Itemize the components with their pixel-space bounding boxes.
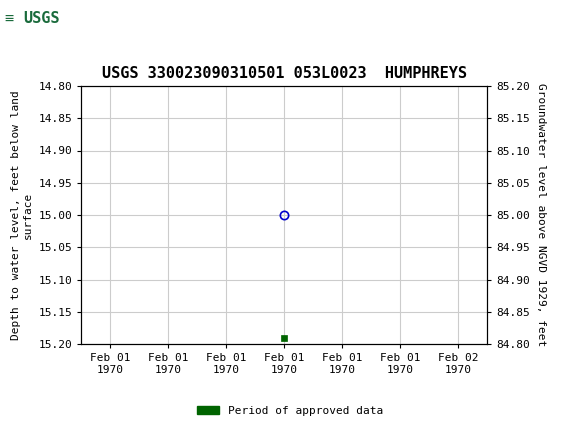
Y-axis label: Groundwater level above NGVD 1929, feet: Groundwater level above NGVD 1929, feet [535,83,546,347]
Bar [3,3,72,34]
Title: USGS 330023090310501 053L0023  HUMPHREYS: USGS 330023090310501 053L0023 HUMPHREYS [102,66,467,81]
Y-axis label: Depth to water level, feet below land
surface: Depth to water level, feet below land su… [11,90,33,340]
Text: ≡: ≡ [5,11,14,26]
Legend: Period of approved data: Period of approved data [193,401,387,420]
Text: USGS: USGS [23,11,60,26]
